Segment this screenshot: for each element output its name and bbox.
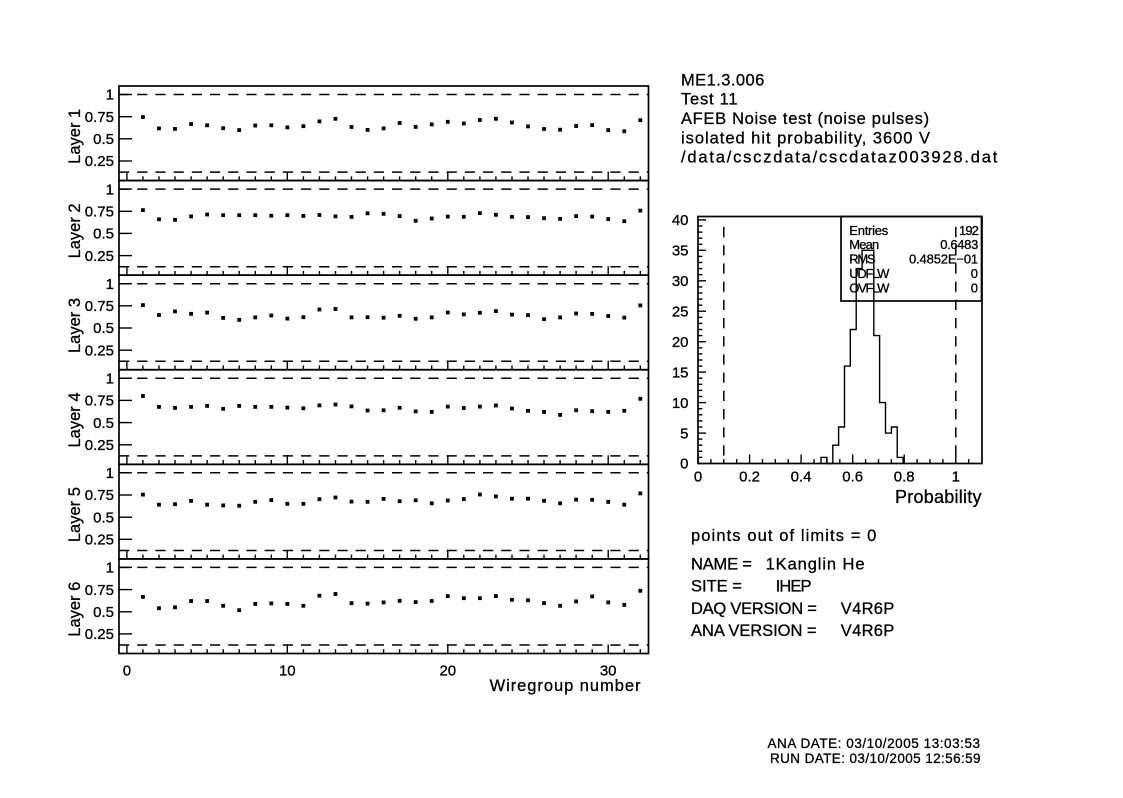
- svg-text:ME1.3.006: ME1.3.006: [681, 71, 765, 89]
- svg-text:Layer 2: Layer 2: [66, 203, 84, 258]
- svg-text:0: 0: [123, 663, 131, 680]
- svg-text:RUN DATE: 03/10/2005 12:56:59: RUN DATE: 03/10/2005 12:56:59: [770, 751, 981, 766]
- svg-text:35: 35: [672, 243, 689, 260]
- svg-text:Entries: Entries: [849, 223, 888, 238]
- svg-text:192: 192: [959, 223, 979, 238]
- svg-text:0.25: 0.25: [85, 153, 114, 170]
- svg-text:25: 25: [672, 303, 689, 320]
- svg-text:0.75: 0.75: [85, 487, 114, 504]
- svg-text:15: 15: [672, 364, 689, 381]
- svg-text:0: 0: [971, 266, 978, 281]
- svg-text:0.5: 0.5: [93, 320, 114, 337]
- svg-text:Layer 3: Layer 3: [66, 298, 84, 353]
- svg-text:1: 1: [106, 560, 114, 577]
- svg-text:0.8: 0.8: [894, 469, 915, 486]
- svg-text:UDFLW: UDFLW: [849, 266, 890, 281]
- svg-text:points out of limits = 0: points out of limits = 0: [691, 527, 877, 545]
- svg-text:RMS: RMS: [849, 252, 876, 267]
- svg-text:5: 5: [680, 425, 688, 442]
- svg-text:1: 1: [952, 469, 960, 486]
- svg-text:1: 1: [106, 370, 114, 387]
- svg-text:0.25: 0.25: [85, 626, 114, 643]
- svg-text:0.4: 0.4: [791, 469, 812, 486]
- svg-text:0.75: 0.75: [85, 582, 114, 599]
- svg-text:0.5: 0.5: [93, 509, 114, 526]
- svg-text:0: 0: [971, 281, 978, 296]
- svg-text:Mean: Mean: [849, 237, 879, 252]
- svg-text:V4R6P: V4R6P: [841, 622, 895, 640]
- svg-text:NAME =: NAME =: [691, 556, 752, 574]
- svg-text:0.5: 0.5: [93, 604, 114, 621]
- svg-text:0.25: 0.25: [85, 437, 114, 454]
- svg-text:1: 1: [106, 87, 114, 104]
- svg-text:OVFLW: OVFLW: [849, 281, 890, 296]
- svg-text:Layer 4: Layer 4: [66, 392, 84, 447]
- svg-text:SITE =: SITE =: [691, 578, 742, 596]
- svg-text:1: 1: [106, 181, 114, 198]
- svg-text:0.75: 0.75: [85, 203, 114, 220]
- svg-text:20: 20: [672, 334, 689, 351]
- svg-text:ANA VERSION =: ANA VERSION =: [691, 622, 816, 640]
- svg-text:isolated hit probability, 3600: isolated hit probability, 3600 V: [681, 129, 931, 147]
- svg-text:Layer 5: Layer 5: [66, 487, 84, 542]
- svg-text:0: 0: [680, 456, 688, 473]
- svg-text:Layer 6: Layer 6: [66, 582, 84, 637]
- svg-text:30: 30: [672, 273, 689, 290]
- svg-text:0.75: 0.75: [85, 393, 114, 410]
- svg-text:1: 1: [106, 276, 114, 293]
- svg-text:0.25: 0.25: [85, 342, 114, 359]
- svg-text:0.5: 0.5: [93, 415, 114, 432]
- svg-text:1: 1: [106, 465, 114, 482]
- svg-text:0.25: 0.25: [85, 248, 114, 265]
- svg-text:0.5: 0.5: [93, 131, 114, 148]
- svg-text:Wiregroup number: Wiregroup number: [490, 677, 642, 695]
- svg-text:0: 0: [694, 469, 702, 486]
- svg-text:0.2: 0.2: [739, 469, 760, 486]
- svg-text:1Kanglin He: 1Kanglin He: [766, 556, 866, 574]
- svg-text:20: 20: [439, 663, 456, 680]
- svg-text:0.4852E−01: 0.4852E−01: [909, 252, 978, 267]
- svg-text:0.75: 0.75: [85, 109, 114, 126]
- svg-text:10: 10: [672, 395, 689, 412]
- svg-text:DAQ VERSION =: DAQ VERSION =: [691, 600, 817, 618]
- svg-text:AFEB Noise test (noise pulses): AFEB Noise test (noise pulses): [681, 110, 930, 128]
- svg-text:Layer 1: Layer 1: [66, 109, 84, 164]
- svg-text:0.6: 0.6: [842, 469, 863, 486]
- svg-text:/data/csczdata/cscdataz003928.: /data/csczdata/cscdataz003928.dat: [681, 149, 999, 167]
- svg-text:Test 11: Test 11: [681, 91, 738, 109]
- svg-text:0.5: 0.5: [93, 226, 114, 243]
- svg-text:40: 40: [672, 212, 689, 229]
- svg-text:ANA DATE: 03/10/2005 13:03:53: ANA DATE: 03/10/2005 13:03:53: [768, 736, 981, 751]
- svg-text:0.25: 0.25: [85, 532, 114, 549]
- svg-text:V4R6P: V4R6P: [841, 600, 895, 618]
- svg-text:0.6483: 0.6483: [940, 237, 978, 252]
- svg-text:30: 30: [600, 663, 617, 680]
- svg-text:Probability: Probability: [895, 487, 982, 507]
- svg-text:IHEP: IHEP: [776, 578, 812, 596]
- svg-text:10: 10: [279, 663, 296, 680]
- svg-text:0.75: 0.75: [85, 298, 114, 315]
